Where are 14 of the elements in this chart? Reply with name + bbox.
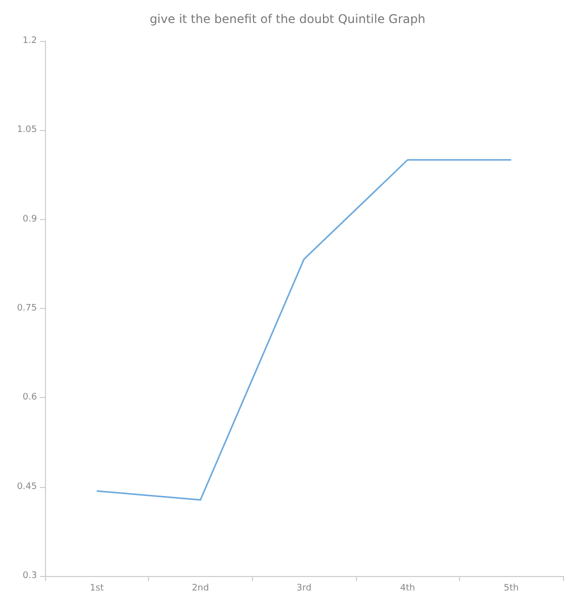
y-tick-label: 0.3 [22,571,37,581]
x-tick-label: 3rd [296,584,312,594]
y-tick-label: 0.75 [16,304,37,314]
y-tick-label: 0.6 [22,392,38,403]
line-series [96,159,512,501]
x-tick-label: 4th [400,584,416,594]
y-tick-label: 0.45 [16,482,37,492]
x-tick-label: 2nd [192,584,209,594]
y-tick-label: 0.9 [22,214,38,224]
y-tick-label: 1.2 [22,36,37,46]
x-tick-label: 1st [90,584,104,594]
x-tick-label: 5th [504,584,519,594]
chart-title: give it the benefit of the doubt Quintile Graph [150,12,426,26]
y-tick-label: 1.05 [16,125,37,136]
